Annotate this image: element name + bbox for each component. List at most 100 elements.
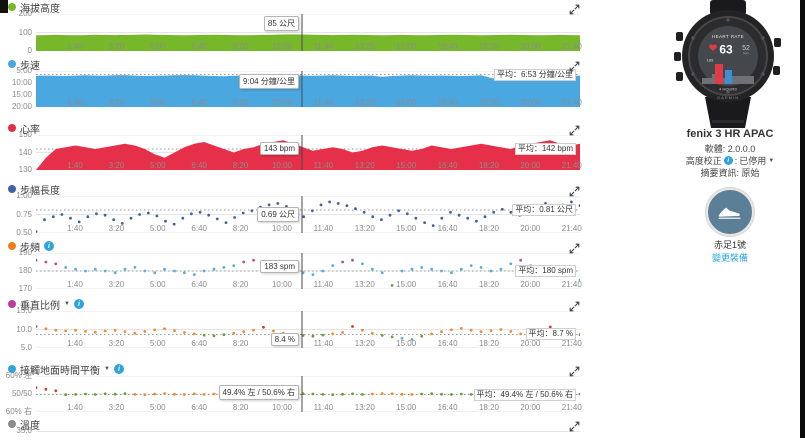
watch-screen-title: HEART RATE xyxy=(712,34,744,39)
elevation-correction-value[interactable]: 已停用 xyxy=(739,156,767,166)
expand-icon[interactable] xyxy=(569,299,580,312)
chart-pace: 步速 1:40 3:20 5:00 6:40 8:20 10:00 11:40 13:20 15… xyxy=(0,57,660,121)
chart-canvas xyxy=(36,253,580,289)
chart-canvas xyxy=(36,14,580,51)
x-tick: 18:20 xyxy=(478,224,499,233)
heart-icon xyxy=(709,44,717,51)
y-tick: 130 xyxy=(18,165,32,174)
legend-bullet-icon xyxy=(8,420,16,428)
x-tick: 13:20 xyxy=(354,224,375,233)
x-tick: 16:40 xyxy=(437,224,458,233)
x-tick: 20:00 xyxy=(520,280,541,289)
info-icon[interactable]: i xyxy=(113,364,124,374)
x-tick: 5:00 xyxy=(150,403,166,412)
x-tick: 15:00 xyxy=(396,98,417,107)
chart-tooltip: 85 公尺 xyxy=(263,16,300,32)
change-gear-link[interactable]: 變更裝備 xyxy=(711,253,748,263)
legend-bullet-icon xyxy=(8,365,16,373)
chart-heart-rate: 心率 1:40 3:20 5:00 6:40 8:20 10:00 11:40 13:20 15… xyxy=(0,121,660,182)
x-tick: 1:40 xyxy=(67,339,83,348)
x-tick: 13:20 xyxy=(354,403,375,412)
x-tick: 18:20 xyxy=(478,98,499,107)
chart-title: 心率 xyxy=(20,124,40,136)
y-tick: 180 xyxy=(18,266,32,275)
x-tick: 11:40 xyxy=(313,98,334,107)
chart-title: 海拔高度 xyxy=(20,3,60,15)
y-tick: 150 xyxy=(18,130,32,139)
chart-plot[interactable]: 1:403:205:006:408:2010:0011:4013:2015:00… xyxy=(36,311,582,348)
expand-icon[interactable] xyxy=(569,241,580,254)
expand-icon[interactable] xyxy=(569,123,580,136)
x-tick: 8:20 xyxy=(232,42,249,51)
x-tick: 3:20 xyxy=(108,98,125,107)
watch-hr-value: 63 xyxy=(719,43,733,57)
x-tick: 5:00 xyxy=(150,224,166,233)
x-tick: 10:00 xyxy=(271,161,292,170)
x-tick: 20:00 xyxy=(520,403,541,412)
elevation-correction-label: 高度校正 xyxy=(685,156,722,166)
chart-legend: 心率 xyxy=(8,122,40,136)
x-tick: 3:20 xyxy=(108,42,125,51)
x-tick: 18:20 xyxy=(478,280,499,289)
info-icon[interactable]: i xyxy=(44,241,54,251)
chart-elevation: 海拔高度 1:40 3:20 5:00 6:40 8:20 10:00 11:40 13:20… xyxy=(0,0,660,57)
chart-title: 步頻 xyxy=(20,242,40,254)
x-tick: 13:20 xyxy=(354,280,375,289)
x-tick: 3:20 xyxy=(108,161,125,170)
chart-average-label: 平均：8.7 % xyxy=(525,328,576,341)
x-tick: 16:40 xyxy=(437,98,458,107)
y-tick: 100 xyxy=(18,27,32,37)
chart-plot[interactable] xyxy=(36,431,580,445)
expand-icon[interactable] xyxy=(569,419,580,432)
x-tick: 3:20 xyxy=(108,403,125,412)
x-tick: 20:00 xyxy=(520,42,541,51)
y-tick: 1.00 xyxy=(16,191,32,200)
info-icon[interactable]: i xyxy=(723,156,733,165)
expand-icon[interactable] xyxy=(569,59,580,72)
gear-badge[interactable] xyxy=(706,188,754,236)
expand-icon[interactable] xyxy=(569,2,580,15)
y-tick: 10:00 xyxy=(11,78,32,87)
x-tick: 11:40 xyxy=(313,280,334,289)
x-tick: 3:20 xyxy=(108,224,125,233)
x-tick: 1:40 xyxy=(67,403,83,412)
x-tick: 11:40 xyxy=(313,161,334,170)
x-tick: 11:40 xyxy=(313,403,334,412)
x-tick: 21:40 xyxy=(561,224,582,233)
x-tick: 20:00 xyxy=(520,98,541,107)
info-icon[interactable]: i xyxy=(73,299,84,309)
x-tick: 21:40 xyxy=(561,161,582,170)
x-tick: 16:40 xyxy=(437,280,458,289)
x-tick: 13:20 xyxy=(354,161,375,170)
chevron-down-icon[interactable]: ▼ xyxy=(64,301,70,307)
x-tick: 16:40 xyxy=(437,339,458,348)
window-edge xyxy=(800,0,805,438)
x-tick: 21:40 xyxy=(561,98,582,107)
expand-icon[interactable] xyxy=(569,184,580,197)
chevron-down-icon[interactable]: ▼ xyxy=(768,157,775,164)
chart-average-label: 平均：49.4% 左 / 50.6% 右 xyxy=(473,388,576,401)
x-tick: 18:20 xyxy=(478,339,499,348)
chart-legend: 溫度 xyxy=(8,418,40,432)
x-tick: 16:40 xyxy=(437,161,458,170)
x-tick: 15:00 xyxy=(396,161,417,170)
y-tick: 35.0 xyxy=(16,426,32,435)
x-tick: 18:20 xyxy=(478,403,499,412)
x-tick: 8:20 xyxy=(232,224,249,233)
chart-legend: 垂直比例 ▼ i xyxy=(8,298,84,312)
x-tick: 6:40 xyxy=(191,339,207,348)
expand-icon[interactable] xyxy=(569,364,580,377)
y-tick: 0.75 xyxy=(16,209,32,219)
x-tick: 11:40 xyxy=(313,42,334,51)
chevron-down-icon[interactable]: ▼ xyxy=(104,366,110,372)
x-tick: 5:00 xyxy=(150,98,166,107)
y-tick: 15:00 xyxy=(11,90,32,99)
x-tick: 10:00 xyxy=(271,403,292,412)
x-tick: 13:20 xyxy=(354,98,375,107)
